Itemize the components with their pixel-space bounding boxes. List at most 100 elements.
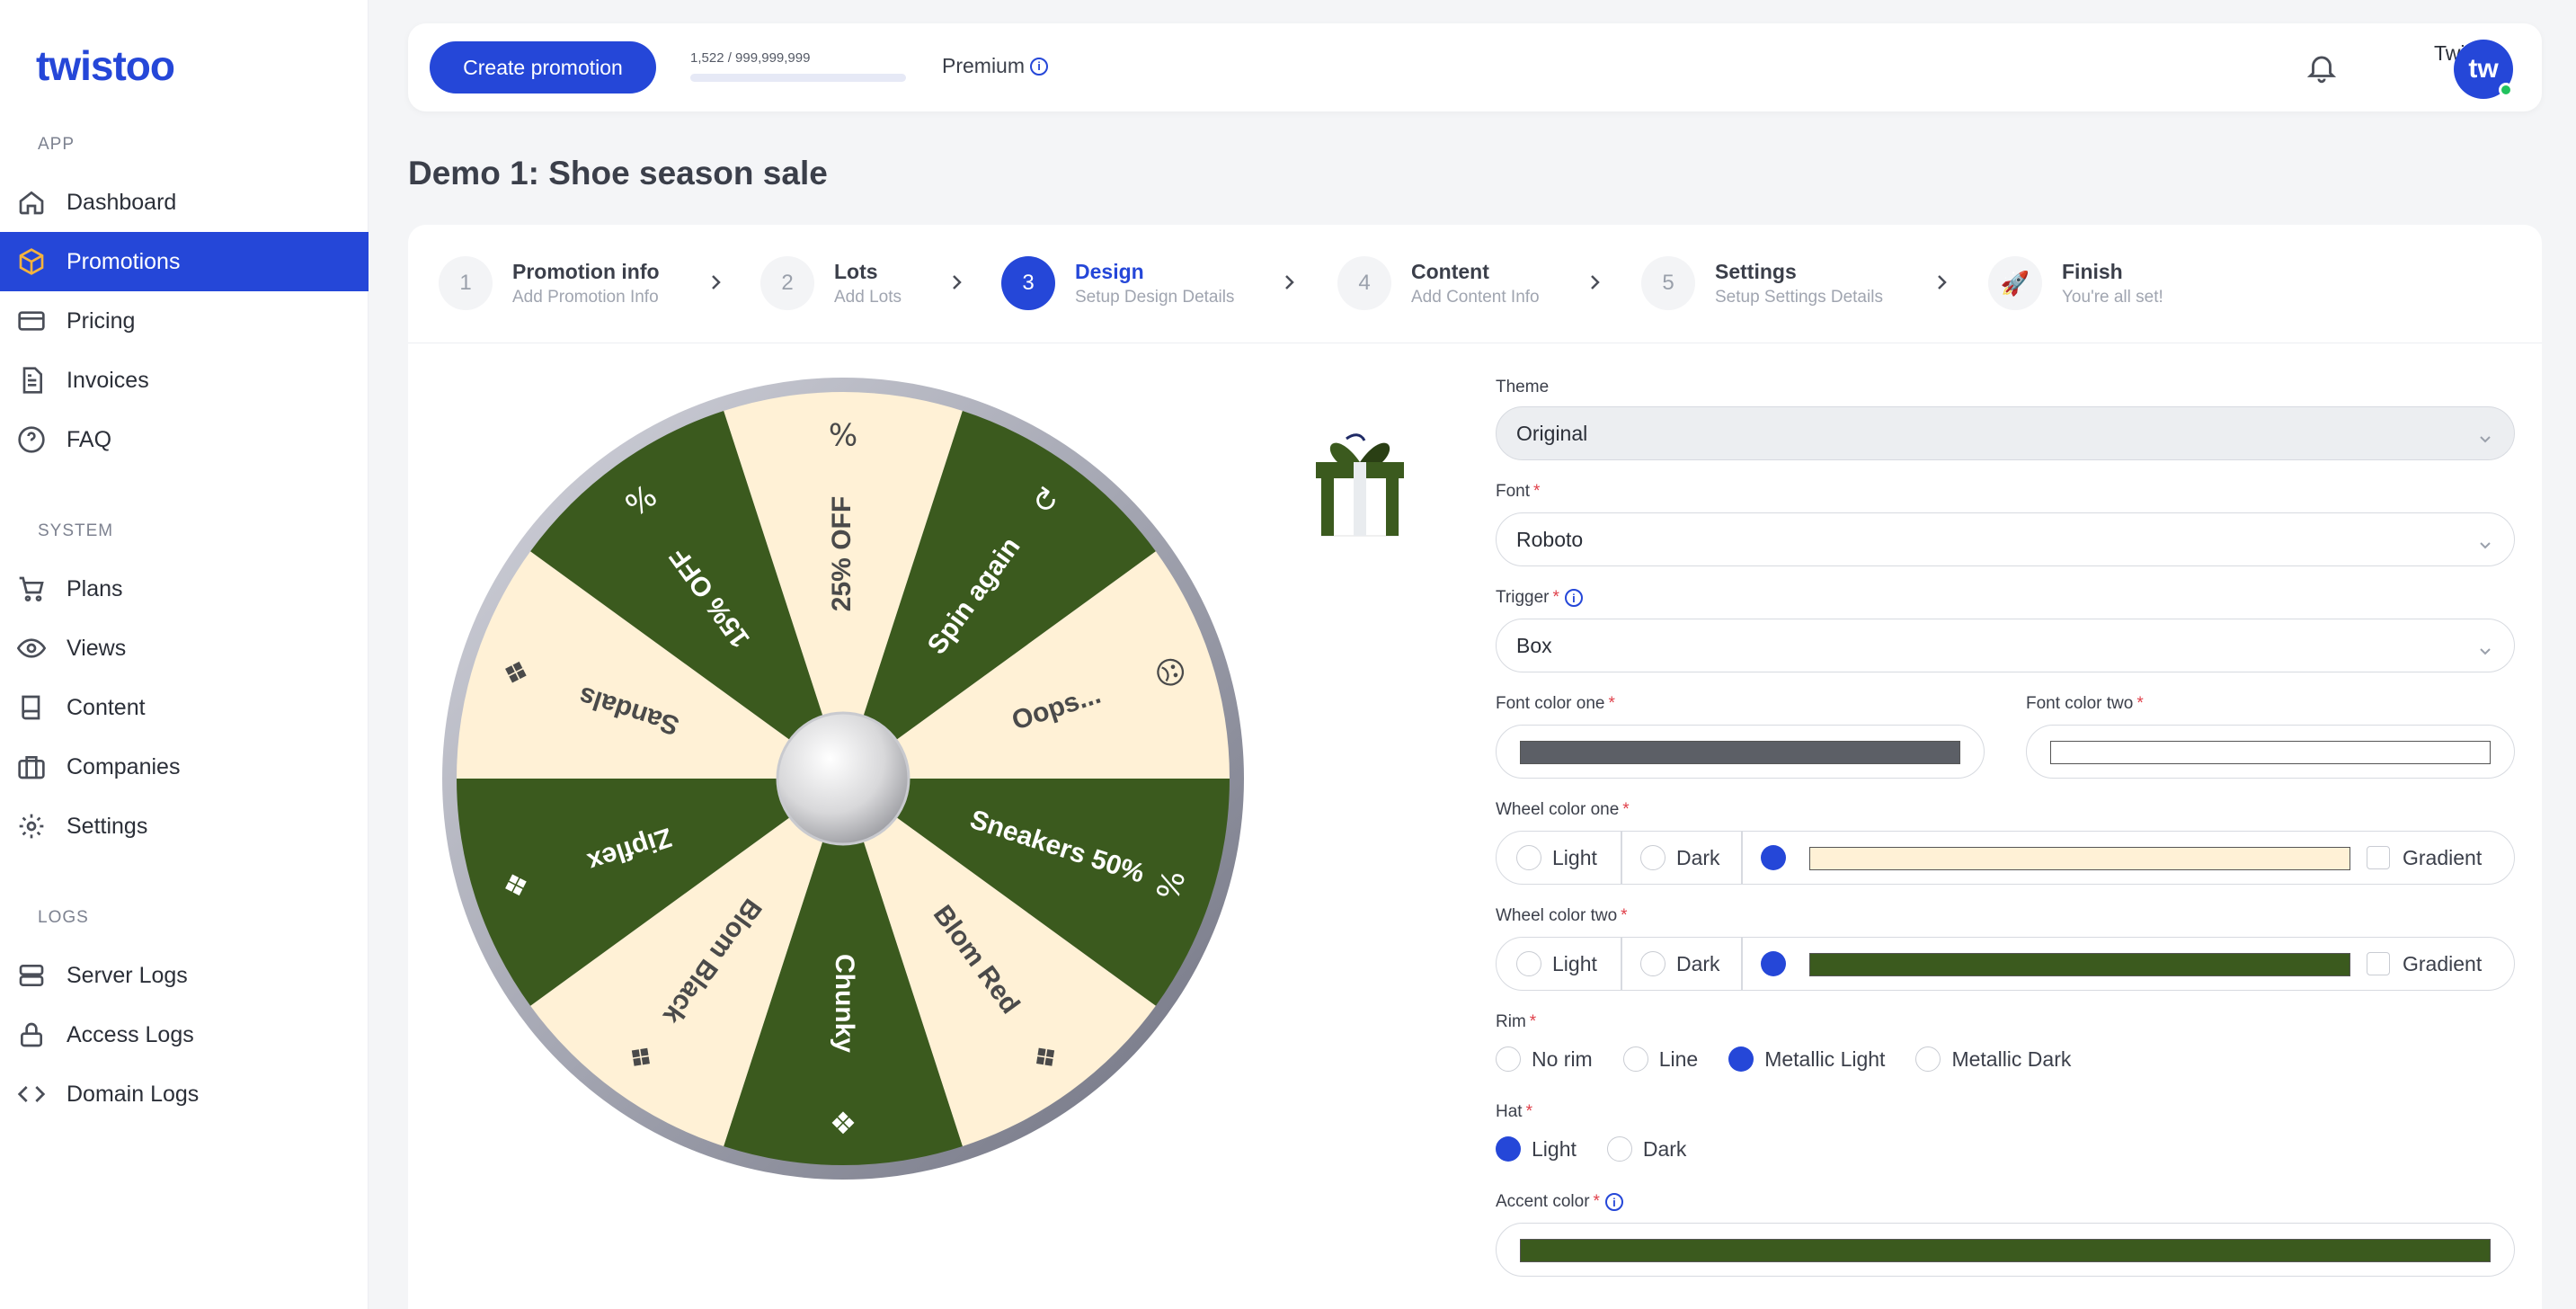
wheel-color-two-gradient-toggle[interactable]: Gradient [2367, 938, 2482, 990]
sidebar-item-views[interactable]: Views [0, 619, 369, 678]
color-swatch [1520, 741, 1960, 764]
radio[interactable] [1915, 1046, 1941, 1072]
plan-badge[interactable]: Premium i [942, 54, 1049, 78]
option-label: Dark [1676, 951, 1720, 975]
trigger-select[interactable]: Box [1496, 619, 2515, 672]
stepper: 1 Promotion info Add Promotion Info 2 Lot… [408, 225, 2542, 343]
theme-select[interactable]: Original [1496, 406, 2515, 460]
promotion-design-card: 1 Promotion info Add Promotion Info 2 Lot… [408, 225, 2542, 1309]
hat-option-light[interactable]: Light [1496, 1136, 1577, 1162]
wheel-color-two-dark-option[interactable]: Dark [1640, 938, 1720, 990]
rim-option-line[interactable]: Line [1622, 1046, 1698, 1072]
wheel-color-two-light-option[interactable]: Light [1516, 938, 1597, 990]
radio[interactable] [1606, 1136, 1632, 1162]
option-label: Metallic Dark [1951, 1046, 2072, 1071]
font-select[interactable]: Roboto [1496, 512, 2515, 566]
radio-selected[interactable] [1496, 1136, 1521, 1162]
step-content[interactable]: 4 Content Add Content Info [1337, 254, 1540, 313]
wheel-segment [724, 392, 963, 779]
wheel-color-one-dark-option[interactable]: Dark [1640, 832, 1720, 884]
radio[interactable] [1622, 1046, 1648, 1072]
radio[interactable] [1516, 845, 1541, 870]
step-design[interactable]: 3 Design Setup Design Details [1001, 254, 1234, 313]
app-logo[interactable]: twistoo [36, 42, 175, 89]
sidebar-item-companies[interactable]: Companies [0, 737, 369, 797]
radio[interactable] [1640, 845, 1666, 870]
option-label: Dark [1676, 845, 1720, 869]
rim-option-no-rim[interactable]: No rim [1496, 1046, 1593, 1072]
bell-icon[interactable] [2305, 50, 2339, 85]
sidebar-item-content[interactable]: Content [0, 678, 369, 737]
sidebar-item-domain-logs[interactable]: Domain Logs [0, 1064, 369, 1124]
avatar[interactable]: tw [2454, 40, 2513, 99]
sidebar-item-invoices[interactable]: Invoices [0, 351, 369, 410]
info-icon[interactable]: i [1030, 57, 1049, 76]
step-title: Promotion info [512, 259, 660, 283]
color-swatch [2050, 741, 2491, 764]
wheel-segment-label: 25% OFF [827, 496, 857, 611]
wheel-segment-label: Chunky [830, 954, 859, 1053]
info-icon[interactable]: i [1564, 589, 1583, 607]
radio-selected[interactable] [1761, 951, 1786, 976]
step-number: 1 [439, 256, 493, 310]
step-finish[interactable]: 🚀 Finish You're all set! [1988, 254, 2163, 313]
sidebar-item-access-logs[interactable]: Access Logs [0, 1005, 369, 1064]
sidebar-item-label: Promotions [67, 248, 181, 274]
color-swatch[interactable] [1809, 953, 2350, 976]
wheel-segment [843, 411, 1156, 779]
font-color-one-input[interactable] [1496, 725, 1985, 779]
wheel-color-one-gradient-toggle[interactable]: Gradient [2367, 832, 2482, 884]
wheel-segment [843, 551, 1230, 779]
rim-label: Rim * [1496, 1012, 1536, 1032]
avatar-initials: tw [2468, 54, 2499, 84]
radio-selected[interactable] [1761, 845, 1786, 870]
sidebar-item-dashboard[interactable]: Dashboard [0, 173, 369, 232]
wheel-color-one-custom-option[interactable] [1761, 832, 1797, 884]
required-marker: * [2136, 694, 2144, 713]
divider [1741, 938, 1743, 990]
eye-icon [16, 633, 47, 663]
wheel-color-one-light-option[interactable]: Light [1516, 832, 1597, 884]
radio-selected[interactable] [1728, 1046, 1754, 1072]
step-settings[interactable]: 5 Settings Setup Settings Details [1641, 254, 1883, 313]
sidebar-item-settings[interactable]: Settings [0, 797, 369, 856]
radio[interactable] [1516, 951, 1541, 976]
divider [1621, 832, 1622, 884]
sidebar-item-faq[interactable]: FAQ [0, 410, 369, 469]
checkbox[interactable] [2367, 846, 2390, 869]
wheel-color-one-label-text: Wheel color one [1496, 800, 1620, 819]
accent-color-input[interactable] [1496, 1223, 2515, 1277]
sidebar-item-plans[interactable]: Plans [0, 559, 369, 619]
create-promotion-button[interactable]: Create promotion [430, 41, 656, 94]
sidebar-item-server-logs[interactable]: Server Logs [0, 946, 369, 1005]
radio[interactable] [1496, 1046, 1521, 1072]
wheel-hub[interactable] [776, 711, 910, 846]
color-swatch[interactable] [1809, 847, 2350, 870]
font-color-two-label-text: Font color two [2026, 694, 2134, 713]
trigger-value: Box [1516, 633, 1552, 657]
chevron-right-icon [946, 272, 967, 293]
font-color-one-label-text: Font color one [1496, 694, 1605, 713]
step-lots[interactable]: 2 Lots Add Lots [760, 254, 902, 313]
sidebar-item-label: Access Logs [67, 1021, 194, 1047]
font-color-two-input[interactable] [2026, 725, 2515, 779]
sidebar-item-pricing[interactable]: Pricing [0, 291, 369, 351]
radio[interactable] [1640, 951, 1666, 976]
section-label-logs: LOGS [38, 908, 89, 927]
hat-options: Light Dark [1496, 1136, 1717, 1162]
checkbox[interactable] [2367, 952, 2390, 975]
step-title: Design [1075, 259, 1144, 283]
info-icon[interactable]: i [1604, 1193, 1623, 1211]
hat-option-dark[interactable]: Dark [1606, 1136, 1686, 1162]
rim-option-metallic-dark[interactable]: Metallic Dark [1915, 1046, 2071, 1072]
trigger-label-text: Trigger [1496, 588, 1550, 607]
font-value: Roboto [1516, 527, 1584, 551]
rim-option-metallic-light[interactable]: Metallic Light [1728, 1046, 1885, 1072]
wheel-color-two-custom-option[interactable] [1761, 938, 1797, 990]
chevron-right-icon [1931, 272, 1952, 293]
step-promotion-info[interactable]: 1 Promotion info Add Promotion Info [439, 254, 660, 313]
wheel-segment [530, 411, 843, 779]
server-icon [16, 960, 47, 991]
font-label-text: Font [1496, 482, 1531, 501]
sidebar-item-promotions[interactable]: Promotions [0, 232, 369, 291]
